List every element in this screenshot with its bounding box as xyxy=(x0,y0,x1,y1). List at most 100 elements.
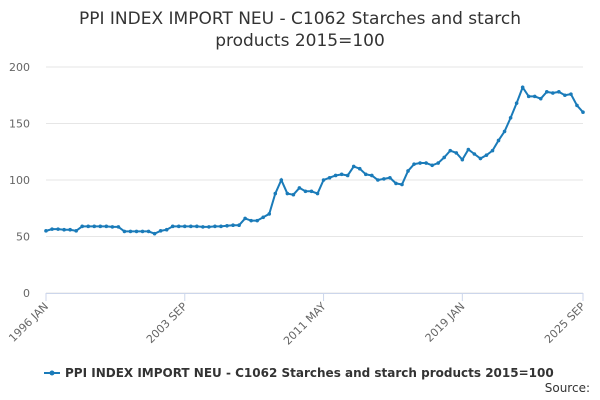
point xyxy=(80,224,85,229)
point xyxy=(514,101,519,105)
point xyxy=(478,156,483,161)
point xyxy=(382,177,386,181)
point xyxy=(339,172,344,177)
point xyxy=(297,186,302,190)
point xyxy=(400,182,404,187)
point xyxy=(309,189,314,194)
point xyxy=(327,175,332,180)
point xyxy=(116,225,121,229)
point xyxy=(345,173,350,178)
point xyxy=(575,103,579,108)
point xyxy=(370,173,374,178)
point xyxy=(496,138,501,143)
point xyxy=(237,223,241,227)
y-tick-label: 50 xyxy=(16,231,30,244)
point xyxy=(213,224,217,229)
point xyxy=(128,229,133,234)
point xyxy=(466,147,471,152)
point xyxy=(44,229,48,233)
point xyxy=(158,229,163,233)
legend-label: PPI INDEX IMPORT NEU - C1062 Starches an… xyxy=(65,366,554,380)
point xyxy=(303,189,308,194)
point xyxy=(231,223,235,227)
point xyxy=(74,229,78,233)
y-tick-label: 200 xyxy=(9,61,30,74)
point xyxy=(146,229,151,234)
point xyxy=(502,129,507,134)
point xyxy=(122,229,127,234)
point xyxy=(56,227,60,231)
chart-title: PPI INDEX IMPORT NEU - C1062 Starches an… xyxy=(79,9,521,51)
point xyxy=(418,161,422,165)
point xyxy=(285,191,290,196)
point xyxy=(538,96,543,101)
point xyxy=(520,85,525,90)
point xyxy=(152,231,157,236)
point xyxy=(430,163,434,168)
y-tick-label: 150 xyxy=(9,118,30,131)
x-tick-label: 2025 SEP xyxy=(542,300,588,346)
point xyxy=(68,227,72,232)
point xyxy=(189,224,193,229)
point xyxy=(424,161,428,165)
point xyxy=(442,155,447,160)
x-tick-label: 1996 JAN xyxy=(6,300,51,345)
point xyxy=(351,164,356,169)
point xyxy=(526,94,531,99)
point xyxy=(454,151,459,155)
point xyxy=(363,172,368,177)
point xyxy=(490,148,495,153)
point xyxy=(279,178,284,182)
point xyxy=(484,153,489,157)
point xyxy=(86,224,91,229)
point xyxy=(92,224,97,229)
point xyxy=(195,224,199,229)
point xyxy=(291,192,296,197)
point xyxy=(201,225,205,229)
point xyxy=(436,161,440,165)
point xyxy=(460,157,465,162)
point xyxy=(315,191,320,196)
point xyxy=(333,173,338,178)
point xyxy=(62,227,66,232)
point xyxy=(563,93,567,98)
x-tick-label: 2003 SEP xyxy=(144,300,190,346)
point xyxy=(255,218,259,223)
point xyxy=(569,92,573,96)
point xyxy=(140,229,145,234)
point xyxy=(110,225,115,229)
point xyxy=(50,227,54,231)
point xyxy=(412,162,416,166)
point xyxy=(532,94,537,99)
point xyxy=(134,229,139,234)
point xyxy=(321,178,326,182)
point xyxy=(225,223,229,228)
point xyxy=(219,224,223,229)
point xyxy=(544,90,549,94)
point xyxy=(98,224,103,229)
point xyxy=(388,175,392,180)
point xyxy=(508,116,513,120)
point xyxy=(249,218,253,223)
series-line xyxy=(45,85,584,235)
point xyxy=(273,191,278,196)
point xyxy=(406,169,410,173)
point xyxy=(164,227,169,232)
point xyxy=(448,148,453,153)
source: Source: xyxy=(545,381,590,395)
point xyxy=(182,224,187,229)
point xyxy=(376,178,380,182)
point xyxy=(357,166,362,171)
point xyxy=(176,224,181,229)
point xyxy=(170,224,175,229)
y-tick-label: 100 xyxy=(9,174,30,187)
point xyxy=(581,110,585,114)
point xyxy=(472,152,477,156)
point xyxy=(267,212,272,216)
point xyxy=(551,91,555,95)
point xyxy=(243,216,247,221)
x-tick-label: 2019 JAN xyxy=(423,300,468,345)
y-tick-label: 0 xyxy=(23,287,30,300)
legend-marker xyxy=(49,370,55,376)
